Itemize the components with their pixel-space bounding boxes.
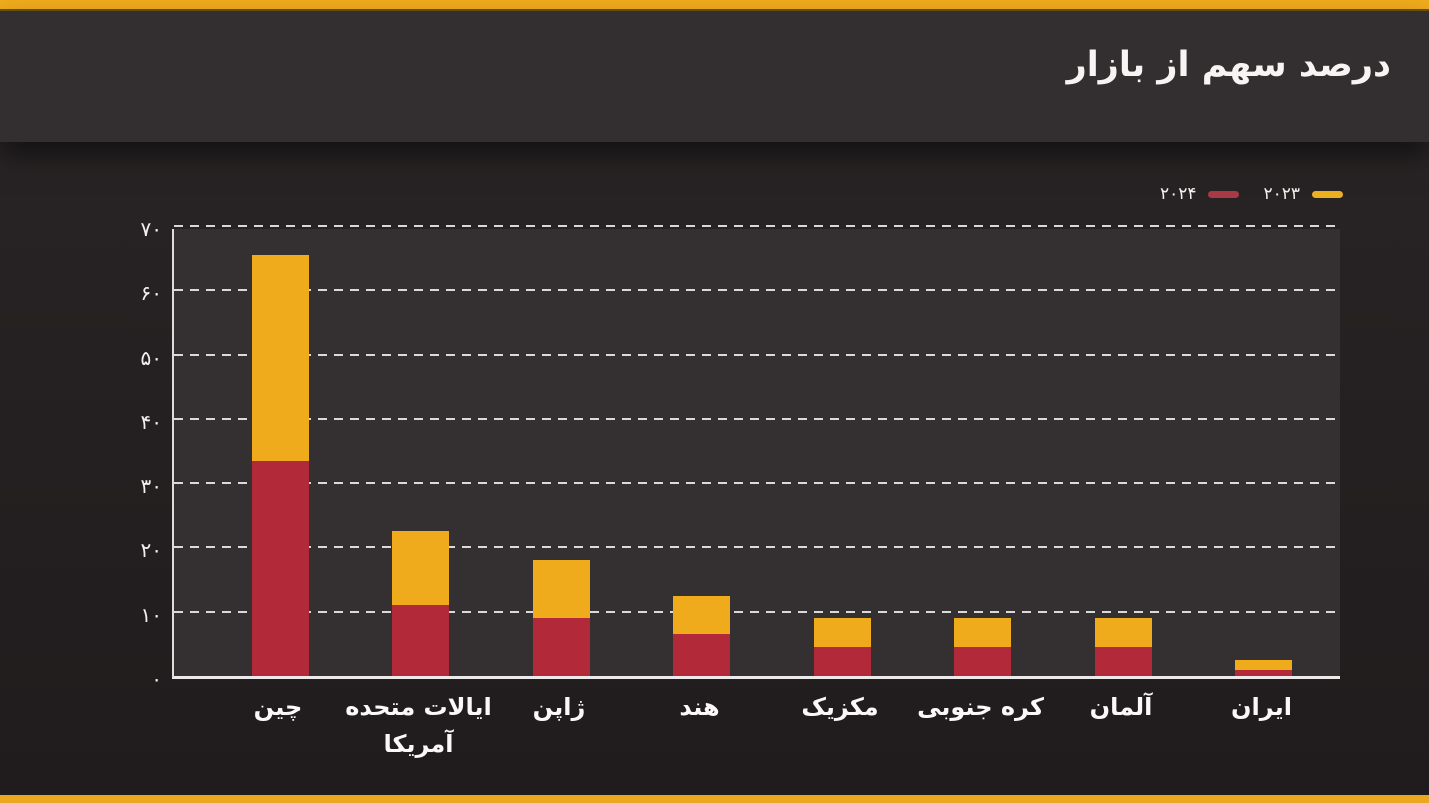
y-axis: ۰ ۱۰ ۲۰ ۳۰ ۴۰ ۵۰ ۶۰ ۷۰ <box>0 217 162 691</box>
bar-germany-2024[interactable] <box>1094 647 1152 676</box>
bar-india-2024[interactable] <box>673 634 730 676</box>
bar-india-2023[interactable] <box>673 595 730 635</box>
gridline-40 <box>174 417 1340 420</box>
bar-china-2023[interactable] <box>251 254 309 461</box>
bar-china[interactable] <box>251 254 309 676</box>
plot-area <box>172 225 1340 679</box>
bar-japan-2023[interactable] <box>532 560 590 619</box>
y-tick-label-20: ۲۰ <box>140 538 162 563</box>
x-label-line: چین <box>253 693 303 721</box>
x-label-line: کره جنوبی <box>917 693 1044 721</box>
x-label-iran: ایران <box>1172 689 1352 726</box>
bar-usa[interactable] <box>392 531 449 676</box>
y-tick-label-40: ۴۰ <box>140 409 162 434</box>
bar-mexico[interactable] <box>813 618 871 676</box>
y-tick-label-70: ۷۰ <box>140 217 162 241</box>
legend-item-2023[interactable]: ۲۰۲۳ <box>1263 181 1343 207</box>
bar-mexico-2023[interactable] <box>813 618 871 648</box>
bar-south-korea[interactable] <box>954 618 1011 676</box>
x-label-line: ایران <box>1231 693 1292 721</box>
x-label-line: ژاپن <box>532 693 586 721</box>
x-label-line: آمریکا <box>383 730 454 758</box>
x-label-mexico: مکزیک <box>750 689 930 726</box>
gridline-20 <box>174 546 1340 549</box>
bar-germany[interactable] <box>1094 618 1152 676</box>
legend-swatch-2023-icon <box>1312 190 1343 198</box>
bar-usa-2023[interactable] <box>392 531 449 606</box>
bar-germany-2023[interactable] <box>1094 618 1152 648</box>
x-label-india: هند <box>610 689 790 726</box>
x-label-line: ایالات متحده <box>345 693 492 721</box>
bar-japan[interactable] <box>532 560 590 676</box>
x-axis: چین ایالات متحده آمریکا ژاپن هند مکزیک کره جنو… <box>172 689 1340 779</box>
bar-south-korea-2024[interactable] <box>954 647 1011 676</box>
x-label-japan: ژاپن <box>469 689 649 726</box>
bar-iran-2024[interactable] <box>1235 669 1292 676</box>
x-label-china: چین <box>188 689 368 726</box>
x-label-south-korea: کره جنوبی <box>891 689 1071 726</box>
bottom-accent-strip <box>0 795 1429 803</box>
x-label-germany: آلمان <box>1031 689 1211 726</box>
x-label-line: هند <box>679 693 720 721</box>
chart-legend: ۲۰۲۴ ۲۰۲۳ <box>1160 181 1343 207</box>
gridline-30 <box>174 482 1340 485</box>
header: درصد سهم از بازار <box>0 11 1429 142</box>
bar-iran-2023[interactable] <box>1235 659 1292 670</box>
bar-india[interactable] <box>673 595 730 676</box>
y-tick-label-30: ۳۰ <box>140 474 162 499</box>
bar-south-korea-2023[interactable] <box>954 618 1011 648</box>
gridline-70 <box>174 225 1340 227</box>
page-title: درصد سهم از بازار <box>1066 44 1391 85</box>
gridline-10 <box>174 610 1340 613</box>
legend-label-2024: ۲۰۲۴ <box>1159 184 1197 204</box>
bar-usa-2024[interactable] <box>392 605 449 676</box>
top-accent-strip <box>0 0 1429 11</box>
bar-china-2024[interactable] <box>251 460 309 676</box>
x-label-usa: ایالات متحده آمریکا <box>329 689 509 763</box>
y-tick-label-10: ۱۰ <box>140 602 162 627</box>
legend-swatch-2024-icon <box>1208 190 1240 198</box>
y-tick-label-0: ۰ <box>151 667 162 691</box>
y-tick-label-50: ۵۰ <box>140 345 162 370</box>
y-tick-label-60: ۶۰ <box>140 281 162 306</box>
legend-label-2023: ۲۰۲۳ <box>1263 184 1300 204</box>
bar-iran[interactable] <box>1235 659 1292 676</box>
x-label-line: آلمان <box>1089 693 1153 721</box>
legend-item-2024[interactable]: ۲۰۲۴ <box>1160 181 1240 207</box>
gridline-50 <box>174 353 1340 356</box>
x-label-line: مکزیک <box>801 693 879 721</box>
gridline-60 <box>174 289 1340 292</box>
bar-japan-2024[interactable] <box>532 618 590 676</box>
bar-mexico-2024[interactable] <box>813 647 871 676</box>
